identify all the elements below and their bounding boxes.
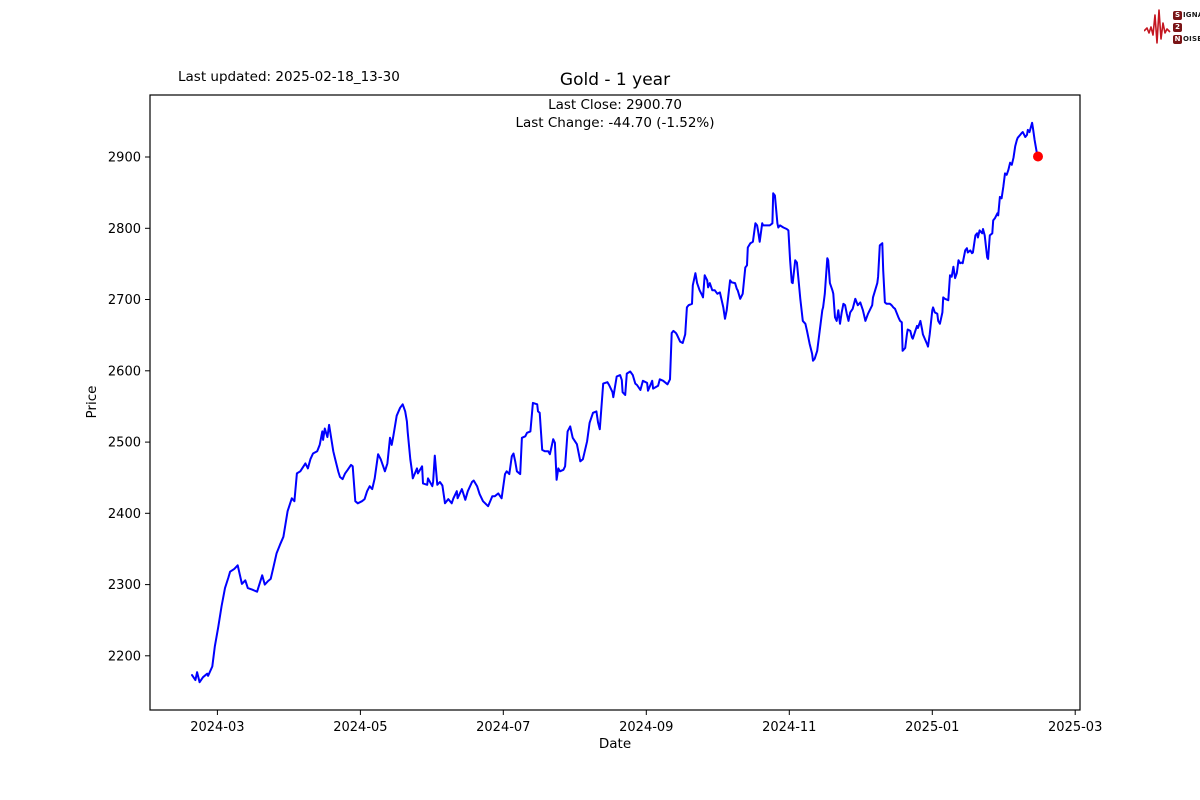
x-tick-label: 2024-05 — [333, 720, 387, 735]
logo-row-signal: S IGNAL — [1173, 10, 1200, 20]
x-tick-label: 2024-03 — [190, 720, 244, 735]
y-tick-label: 2800 — [108, 222, 141, 237]
y-tick-label: 2700 — [108, 293, 141, 308]
logo-row-noise: N OISE — [1173, 34, 1200, 44]
last-updated-text: Last updated: 2025-02-18_13-30 — [178, 69, 400, 85]
logo-letter-2: 2 — [1173, 22, 1182, 32]
x-tick-label: 2025-01 — [905, 720, 959, 735]
y-tick-label: 2300 — [108, 578, 141, 593]
last-close-line: Last Close: 2900.70 — [548, 97, 682, 113]
signal2noise-logo: S IGNAL 2 N OISE — [1144, 4, 1200, 50]
ecg-waveform-icon — [1144, 9, 1171, 44]
price-line — [191, 121, 1039, 684]
y-tick-label: 2200 — [108, 649, 141, 664]
y-tick-label: 2600 — [108, 364, 141, 379]
last-price-marker — [1033, 151, 1043, 162]
logo-text: S IGNAL 2 N OISE — [1173, 10, 1200, 44]
plot-frame — [149, 94, 1081, 711]
x-tick-label: 2024-07 — [476, 720, 530, 735]
x-axis-label: Date — [599, 736, 631, 752]
logo-letter-n: N — [1173, 34, 1182, 44]
last-change-line: Last Change: -44.70 (-1.52%) — [515, 114, 715, 131]
logo-row-2: 2 — [1173, 22, 1200, 32]
y-tick-label: 2400 — [108, 507, 141, 522]
x-tick-label: 2024-09 — [619, 720, 673, 735]
y-tick-label: 2900 — [108, 151, 141, 166]
x-tick-label: 2025-03 — [1048, 720, 1102, 735]
chart-title: Gold - 1 year — [559, 70, 671, 90]
y-tick-label: 2500 — [108, 436, 141, 451]
logo-letter-s: S — [1173, 10, 1182, 20]
x-tick-label: 2024-11 — [762, 720, 816, 735]
last-close-annotation: Last Close: 2900.70 Last Change: -44.70 … — [150, 97, 1080, 132]
y-axis-label: Price — [84, 386, 100, 419]
